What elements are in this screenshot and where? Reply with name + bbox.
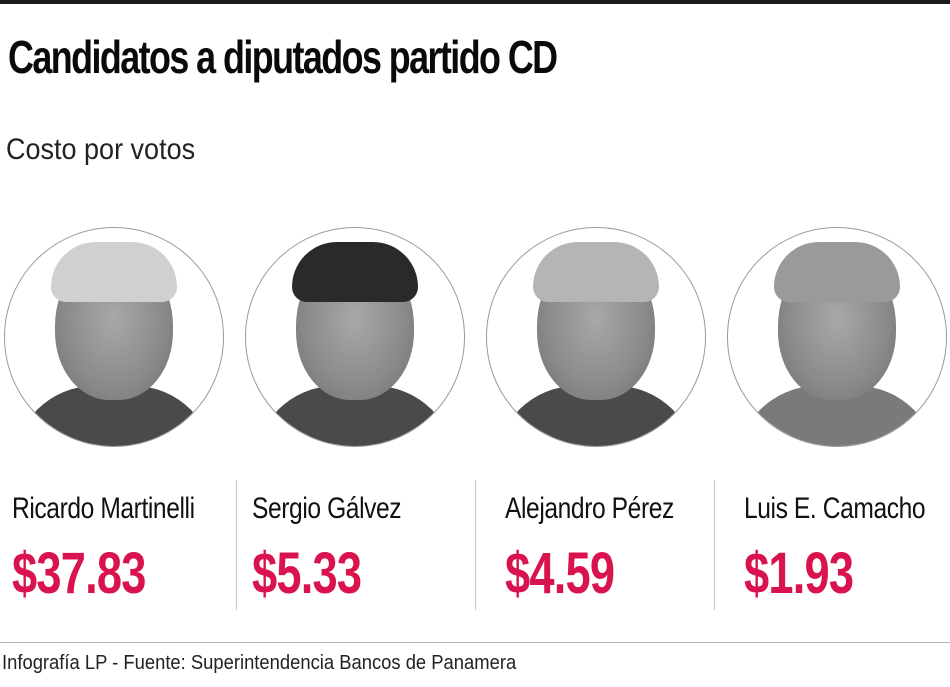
candidate-name: Ricardo Martinelli — [12, 492, 195, 525]
column-divider — [714, 480, 715, 610]
cost-per-vote-value: $5.33 — [252, 541, 362, 606]
portrait-sergio-galvez — [245, 227, 465, 447]
cost-per-vote-value: $1.93 — [744, 541, 854, 606]
column-divider — [475, 480, 476, 610]
portrait-luis-camacho — [727, 227, 947, 447]
portrait-hair-shape — [51, 242, 177, 302]
footer-rule — [0, 642, 950, 643]
top-rule — [0, 0, 950, 4]
portrait-hair-shape — [292, 242, 418, 302]
candidate-name: Sergio Gálvez — [252, 492, 402, 525]
portrait-hair-shape — [774, 242, 900, 302]
source-credit: Infografía LP - Fuente: Superintendencia… — [2, 652, 517, 674]
page-subtitle: Costo por votos — [6, 133, 196, 166]
portrait-alejandro-perez — [486, 227, 706, 447]
cost-per-vote-value: $37.83 — [12, 541, 146, 606]
column-divider — [236, 480, 237, 610]
candidate-name: Luis E. Camacho — [744, 492, 926, 525]
portrait-ricardo-martinelli — [4, 227, 224, 447]
portrait-hair-shape — [533, 242, 659, 302]
cost-per-vote-value: $4.59 — [505, 541, 615, 606]
page-title: Candidatos a diputados partido CD — [8, 31, 558, 83]
candidate-name: Alejandro Pérez — [505, 492, 674, 525]
